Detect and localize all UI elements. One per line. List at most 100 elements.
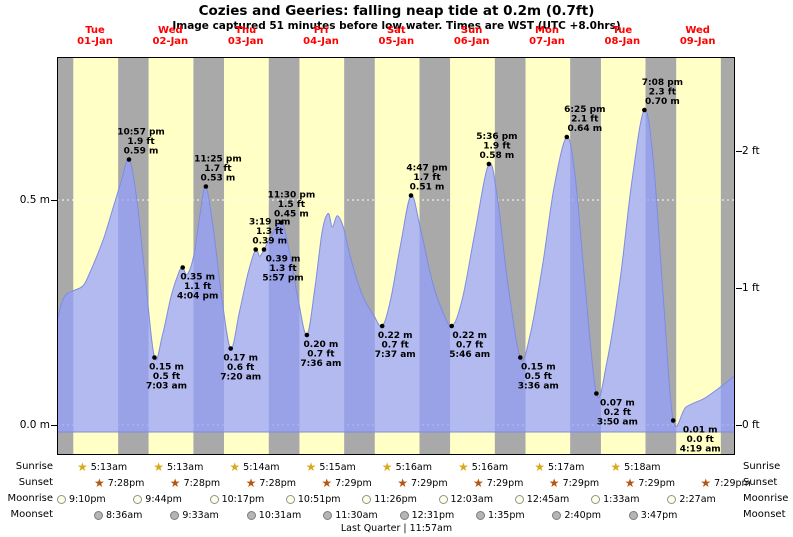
astro-row-label-right-sunset: Sunset <box>743 477 778 488</box>
moonrise-circle-icon <box>285 494 295 504</box>
sunset-star-icon: ★ <box>321 476 333 490</box>
tide-extreme-label: 0.01 m <box>683 426 718 436</box>
sunrise-time: 5:13am <box>90 461 128 473</box>
sunset-time: 7:28pm <box>183 477 221 489</box>
tide-extreme-label: 0.51 m <box>410 183 445 193</box>
sunset-star-icon: ★ <box>169 476 181 490</box>
moonrise-item: 12:03am <box>438 493 493 505</box>
tide-extreme-dot <box>203 184 209 189</box>
sunrise-star-icon: ★ <box>153 460 164 474</box>
tide-chart: 10:57 pm 1.9 ft 0.59 m 0.15 m 0.5 ft 7:03 am 0… <box>56 57 736 455</box>
sunset-star-icon: ★ <box>624 476 636 490</box>
date-label: Mon 07-Jan <box>509 25 585 47</box>
tide-extreme-label: 3:36 am <box>518 382 559 392</box>
date-label-date: 01-Jan <box>77 36 113 47</box>
tide-extreme-label: 0.45 m <box>274 210 309 220</box>
axis-tick <box>51 425 57 426</box>
date-label-dow: Thu <box>235 25 257 36</box>
tide-extreme-label: 2.3 ft <box>649 88 677 98</box>
date-label-date: 07-Jan <box>529 36 565 47</box>
tide-extreme-label: 3:19 pm <box>249 218 290 228</box>
tide-extreme-label: 5:46 am <box>449 350 490 360</box>
moonrise-item: 12:45am <box>514 493 569 505</box>
moonrise-item: 2:27am <box>667 493 716 505</box>
sunset-star-icon: ★ <box>397 476 408 490</box>
tide-extreme-label: 1.9 ft <box>127 137 155 147</box>
plot-border <box>57 57 735 455</box>
date-label: Tue 08-Jan <box>584 25 660 47</box>
tide-extreme-label: 7:37 am <box>375 350 416 360</box>
moonset-time: 11:30am <box>335 509 378 521</box>
astro-row-label-right-moonrise: Moonrise <box>743 493 789 504</box>
sunrise-item: ★ 5:13am <box>77 461 127 473</box>
sunset-time: 7:29pm <box>562 477 600 489</box>
tide-extreme-dot <box>253 247 258 252</box>
sunset-item: ★ 7:28pm <box>94 477 144 489</box>
sunset-item: ★ 7:29pm <box>625 477 675 489</box>
y-axis-right-label: 1 ft <box>742 281 760 294</box>
tide-extreme-label: 0.7 ft <box>456 341 484 351</box>
tide-extreme-label: 7:08 pm <box>642 78 683 88</box>
sunrise-time: 5:14am <box>243 461 280 473</box>
sunrise-star-icon: ★ <box>534 460 545 474</box>
tide-extreme-label: 0.35 m <box>180 273 215 283</box>
date-label-dow: Mon <box>535 25 559 36</box>
tide-extreme-dot <box>518 355 523 360</box>
moonrise-time: 2:27am <box>679 493 716 505</box>
tide-extreme-label: 0.22 m <box>452 331 487 341</box>
tide-extreme-label: 0.53 m <box>201 174 236 184</box>
sunrise-item: ★ 5:15am <box>306 461 356 473</box>
date-label-date: 02-Jan <box>152 36 189 47</box>
tide-extreme-label: 0.39 m <box>266 255 301 265</box>
moonrise-circle-icon <box>209 494 219 504</box>
tide-extreme-label: 3:50 am <box>597 418 638 428</box>
sunset-star-icon: ★ <box>473 476 484 490</box>
tide-extreme-label: 0.15 m <box>521 363 556 373</box>
date-label: Tue 01-Jan <box>57 25 133 47</box>
tide-extreme-label: 5:57 pm <box>262 274 303 284</box>
y-axis-left-label: 0.5 m <box>19 194 50 206</box>
moonset-time: 2:40pm <box>564 509 602 521</box>
sunrise-time: 5:17am <box>547 461 585 473</box>
moonrise-circle-icon <box>667 494 677 504</box>
moonset-circle-icon <box>552 510 562 520</box>
sunrise-item: ★ 5:18am <box>610 461 660 473</box>
sunrise-item: ★ 5:14am <box>229 461 279 473</box>
tide-extreme-label: 0.20 m <box>304 340 339 350</box>
tide-extreme-dot <box>228 346 233 351</box>
tide-extreme-label: 5:36 pm <box>476 132 517 142</box>
tide-extreme-label: 1.5 ft <box>278 200 306 210</box>
moonset-circle-icon <box>170 510 180 520</box>
moonrise-circle-icon <box>438 494 448 504</box>
tide-extreme-label: 0.5 ft <box>525 372 553 382</box>
moonrise-time: 1:33am <box>603 493 640 505</box>
tide-extreme-label: 4:19 am <box>680 445 721 455</box>
moonrise-item: 10:17pm <box>209 493 264 505</box>
tide-extreme-label: 0.6 ft <box>227 363 255 373</box>
tide-extreme-label: 0.17 m <box>223 354 258 364</box>
moonset-circle-icon <box>399 510 409 520</box>
sunrise-time: 5:16am <box>395 461 432 473</box>
moonrise-circle-icon <box>362 494 372 504</box>
tide-extreme-dot <box>304 332 310 338</box>
tide-extreme-label: 10:57 pm <box>117 128 165 138</box>
moonset-item: 8:36am <box>94 509 142 521</box>
tide-extreme-label: 1.1 ft <box>184 282 212 292</box>
moonset-item: 2:40pm <box>552 509 601 521</box>
sunset-item: ★ 7:29pm <box>321 477 371 489</box>
moonset-time: 1:35pm <box>488 509 525 521</box>
astro-row-label-left-sunrise: Sunrise <box>15 461 53 472</box>
moonset-time: 3:47pm <box>640 509 678 521</box>
astro-row-label-left-sunset: Sunset <box>18 477 53 488</box>
date-label-dow: Wed <box>685 25 710 36</box>
moonrise-item: 9:10pm <box>57 493 106 505</box>
sunrise-item: ★ 5:13am <box>153 461 203 473</box>
tide-extreme-label: 7:20 am <box>220 373 261 383</box>
axis-tick <box>736 287 742 289</box>
sunset-item: ★ 7:29pm <box>397 477 447 489</box>
moonset-item: 9:33am <box>170 509 219 521</box>
moonrise-circle-icon <box>514 494 524 504</box>
tide-extreme-label: 1.9 ft <box>483 142 511 152</box>
tide-extreme-label: 11:25 pm <box>194 155 242 165</box>
sunrise-item: ★ 5:17am <box>534 461 584 473</box>
